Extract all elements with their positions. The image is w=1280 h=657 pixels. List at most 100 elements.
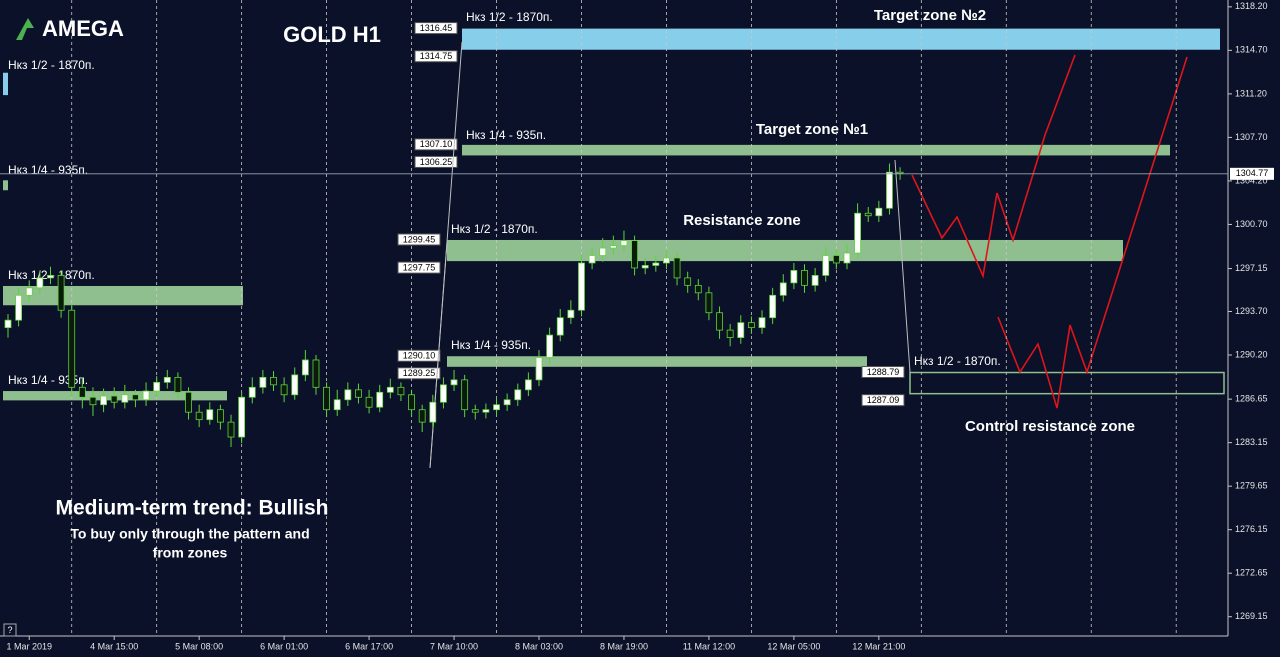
candle-body <box>886 171 893 209</box>
candle-body <box>493 404 500 411</box>
zone <box>462 144 1170 156</box>
zone-label: Нкз 1/4 - 935п. <box>451 338 531 352</box>
candle-body <box>843 252 851 264</box>
candle-body <box>121 394 129 403</box>
candle-body <box>153 381 161 392</box>
candle-body <box>323 386 331 411</box>
candle-body <box>556 317 564 336</box>
zone <box>3 285 243 306</box>
x-tick-label: 1 Mar 2019 <box>6 641 52 651</box>
y-tick-label: 1272.65 <box>1235 568 1268 578</box>
trend-line <box>429 242 448 469</box>
candle-body <box>4 319 12 329</box>
candle-body <box>811 275 819 286</box>
candle-body <box>673 257 681 279</box>
x-tick-label: 12 Mar 21:00 <box>852 641 905 651</box>
y-tick-label: 1307.70 <box>1235 132 1268 142</box>
candle-body <box>524 379 532 391</box>
zone-label: Нкз 1/2 - 1870п. <box>451 222 538 236</box>
candle-body <box>248 386 256 398</box>
candle-body <box>737 322 745 338</box>
x-tick-label: 8 Mar 03:00 <box>515 641 563 651</box>
candle-body <box>227 421 235 438</box>
candle-body <box>578 262 585 311</box>
price-box <box>397 261 441 274</box>
price-box <box>861 366 905 379</box>
zone <box>447 356 867 367</box>
candle-body <box>588 255 596 264</box>
zone <box>462 28 1220 50</box>
price-box <box>397 349 441 362</box>
candle-body <box>142 390 150 401</box>
candle-body <box>471 409 479 413</box>
candle-body <box>57 275 65 311</box>
candle-body <box>206 409 214 421</box>
price-box-label: 1287.09 <box>867 395 900 405</box>
zone-label: Нкз 1/2 - 1870п. <box>8 58 95 72</box>
price-box-label: 1307.10 <box>420 139 453 149</box>
candle-body <box>503 399 511 406</box>
price-box-label: 1299.45 <box>403 234 436 244</box>
zone-label: Нкз 1/4 - 935п. <box>8 373 88 387</box>
candle-body <box>68 309 76 388</box>
candle-body <box>408 394 415 411</box>
candle-body <box>896 171 904 174</box>
annotations: Medium-term trend: Bullish To buy only t… <box>55 497 328 561</box>
candle-body <box>89 396 97 406</box>
help-button[interactable]: ? <box>3 623 17 637</box>
candle-body <box>110 395 118 403</box>
candle-body <box>854 212 861 254</box>
candle-body <box>546 334 554 358</box>
zone-label: Нкз 1/4 - 935п. <box>466 128 546 142</box>
price-box <box>414 22 458 35</box>
advice-annotation: from zones <box>153 545 228 561</box>
candle-body <box>301 359 309 376</box>
zone-name: Control resistance zone <box>965 418 1135 435</box>
candle-body <box>652 262 660 266</box>
y-tick-label: 1304.20 <box>1235 175 1268 185</box>
zone-name: Target zone №2 <box>874 7 986 24</box>
current-price-box <box>1230 167 1274 180</box>
help-button-box[interactable] <box>3 623 17 637</box>
price-box <box>414 155 458 168</box>
candle-body <box>450 379 458 386</box>
y-tick-label: 1318.20 <box>1235 1 1268 11</box>
x-tick-label: 7 Mar 10:00 <box>430 641 478 651</box>
candle-body <box>461 379 469 411</box>
x-tick-label: 12 Mar 05:00 <box>767 641 820 651</box>
y-tick-label: 1300.70 <box>1235 219 1268 229</box>
x-tick-label: 11 Mar 12:00 <box>683 641 735 651</box>
help-button-text[interactable]: ? <box>7 625 12 635</box>
zone <box>909 371 1225 395</box>
price-box <box>397 233 441 246</box>
advice-annotation: To buy only through the pattern and <box>70 526 309 542</box>
candle-body <box>238 396 246 438</box>
candle-body <box>397 386 405 396</box>
price-box <box>861 394 905 407</box>
price-box-label: 1290.10 <box>403 351 436 361</box>
price-box-label: 1314.75 <box>420 51 453 61</box>
y-tick-label: 1297.15 <box>1235 263 1268 273</box>
candle-body <box>365 396 373 408</box>
candle-body <box>726 329 734 338</box>
y-tick-label: 1314.70 <box>1235 45 1268 55</box>
candle-body <box>832 255 840 264</box>
candle-body <box>748 322 755 329</box>
y-tick-label: 1286.65 <box>1235 394 1268 404</box>
logo-icon <box>16 18 34 40</box>
zone-name: Resistance zone <box>683 212 801 229</box>
zone <box>447 239 1123 262</box>
forecast-path <box>997 56 1188 409</box>
y-tick-label: 1293.70 <box>1235 306 1268 316</box>
trend-line <box>894 159 911 373</box>
candle-body <box>609 245 617 249</box>
logo-text: AMEGA <box>42 16 124 41</box>
zone-name: Target zone №1 <box>756 121 868 138</box>
candle-body <box>514 389 522 401</box>
candle-body <box>78 386 86 398</box>
x-tick-label: 6 Mar 17:00 <box>345 641 393 651</box>
candle-body <box>270 376 277 386</box>
x-tick-label: 5 Mar 08:00 <box>175 641 223 651</box>
y-tick-label: 1311.20 <box>1235 88 1267 98</box>
